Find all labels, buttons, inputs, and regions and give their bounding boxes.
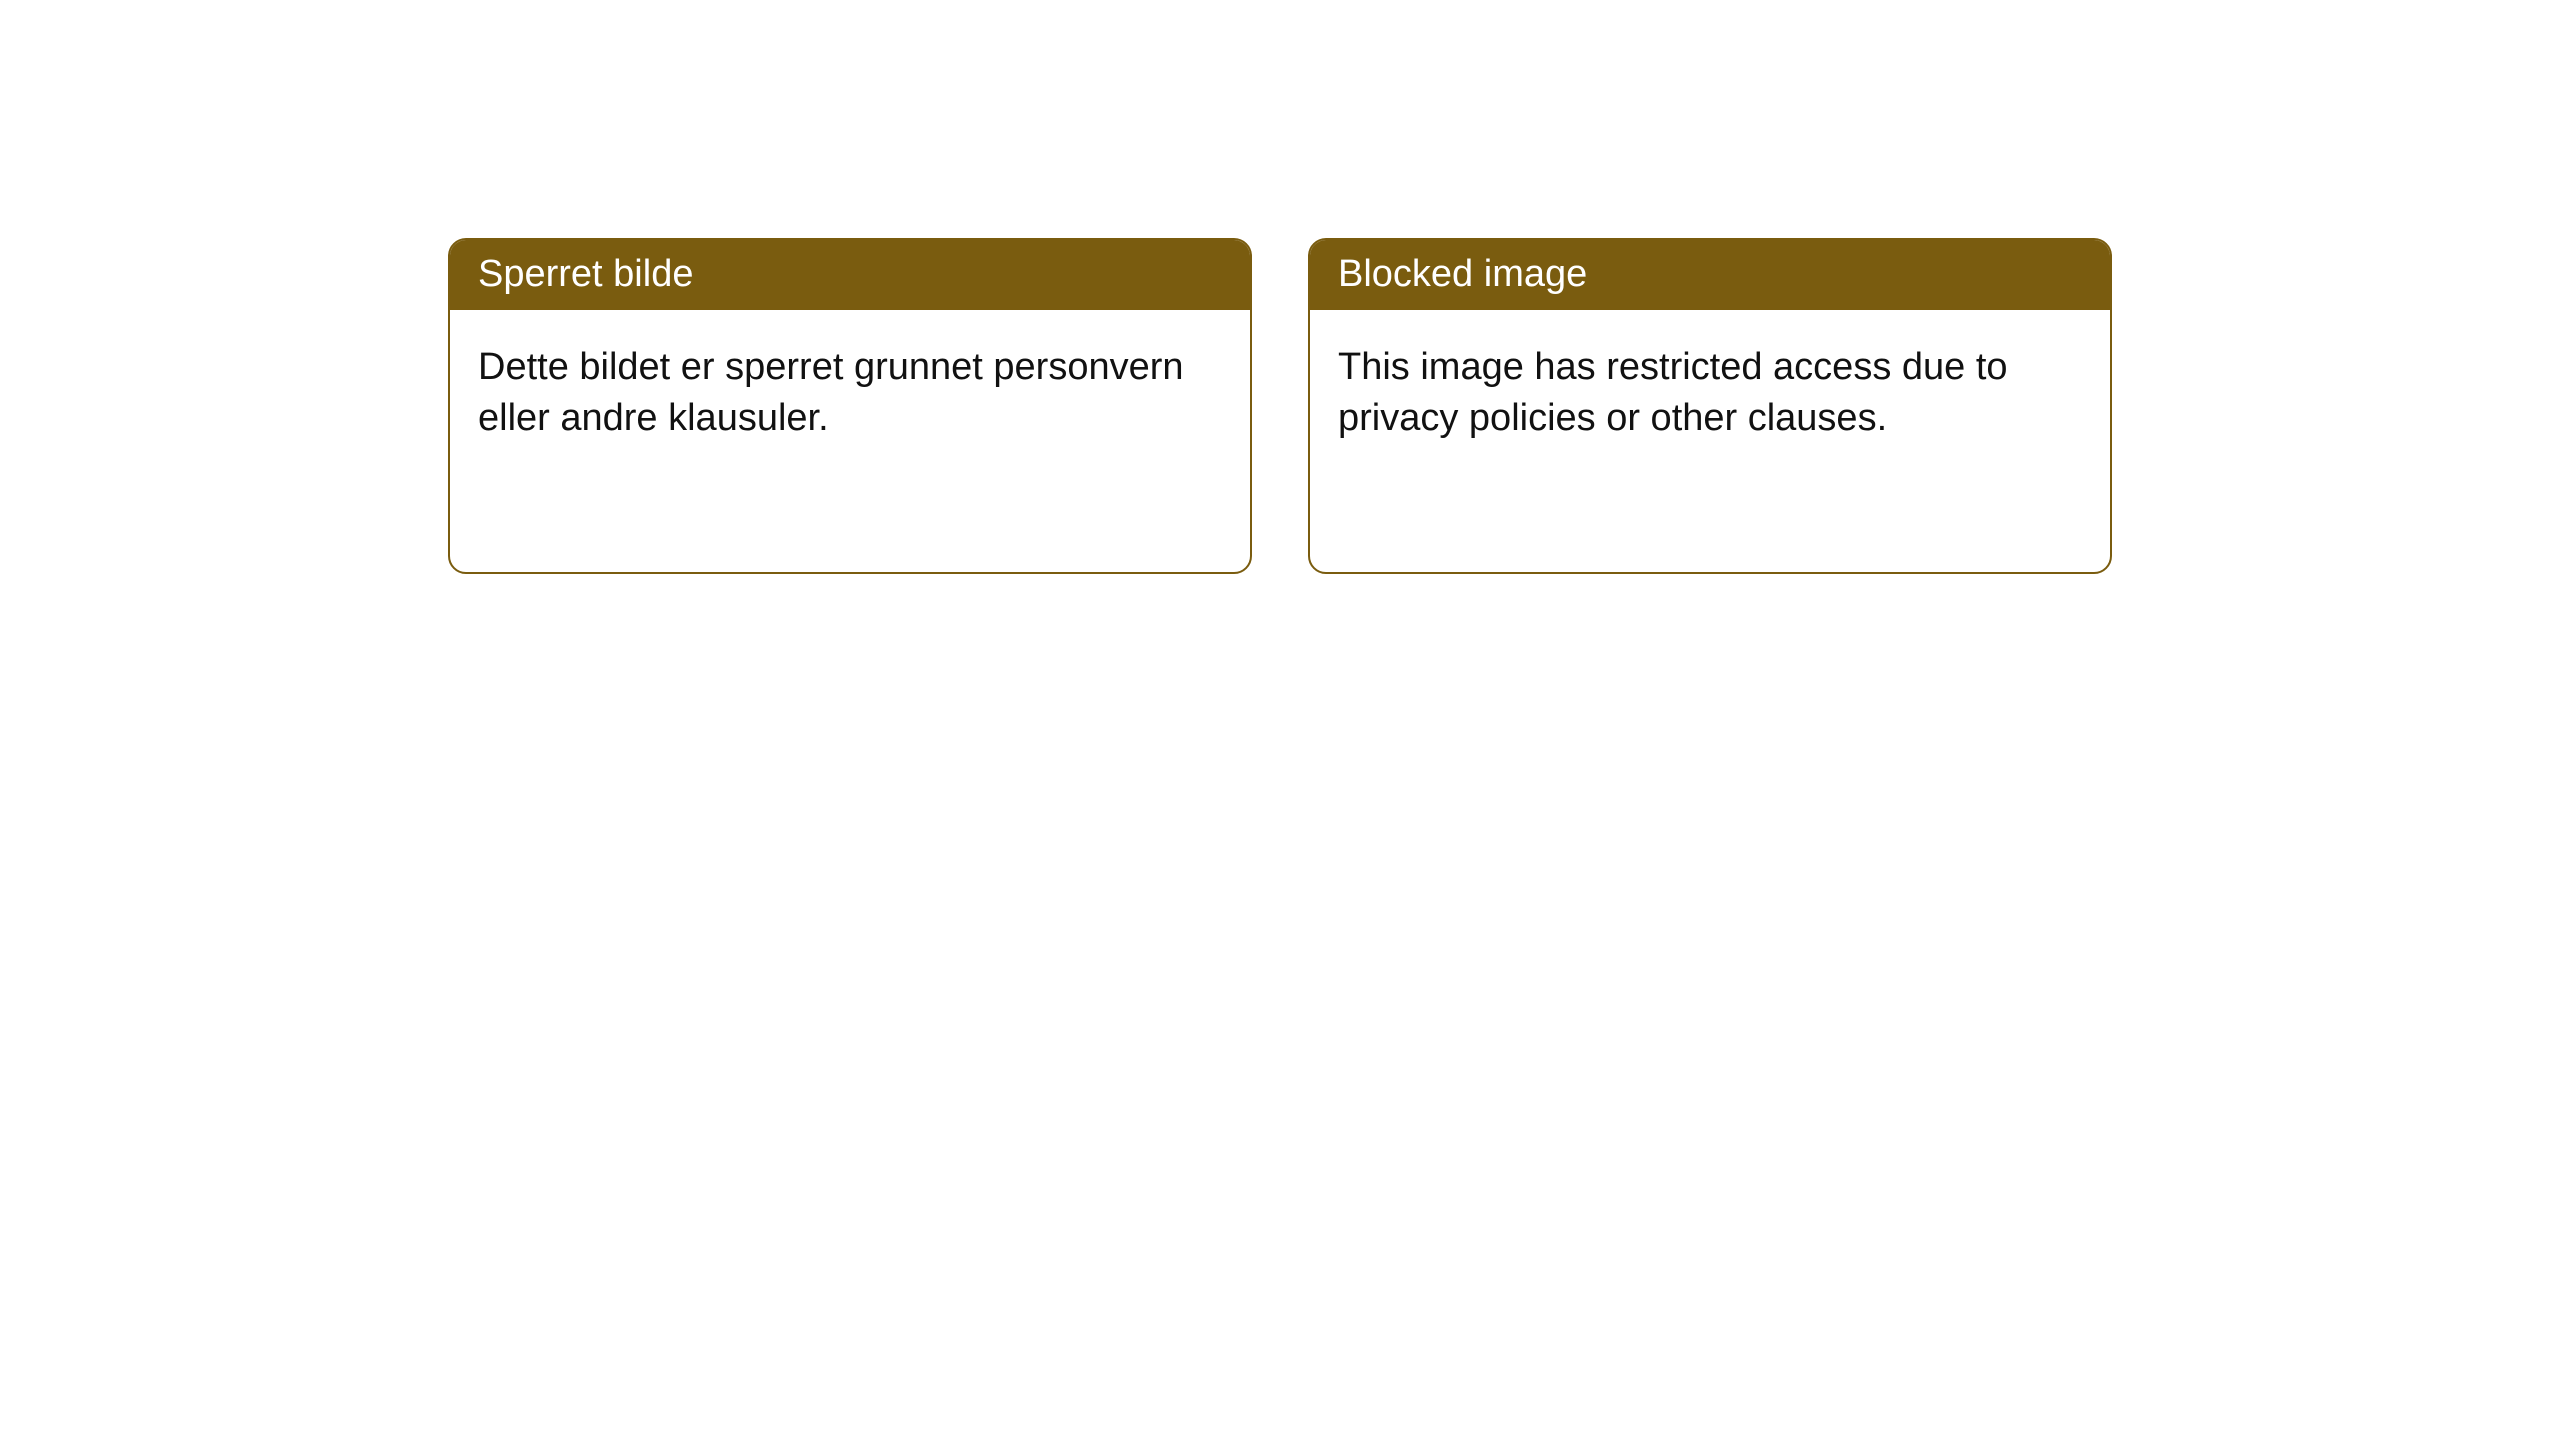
notice-card-english: Blocked image This image has restricted … xyxy=(1308,238,2112,574)
notice-card-norwegian: Sperret bilde Dette bildet er sperret gr… xyxy=(448,238,1252,574)
notice-body: Dette bildet er sperret grunnet personve… xyxy=(450,310,1250,477)
notice-container: Sperret bilde Dette bildet er sperret gr… xyxy=(0,0,2560,574)
notice-header: Blocked image xyxy=(1310,240,2110,310)
notice-header: Sperret bilde xyxy=(450,240,1250,310)
notice-body: This image has restricted access due to … xyxy=(1310,310,2110,477)
